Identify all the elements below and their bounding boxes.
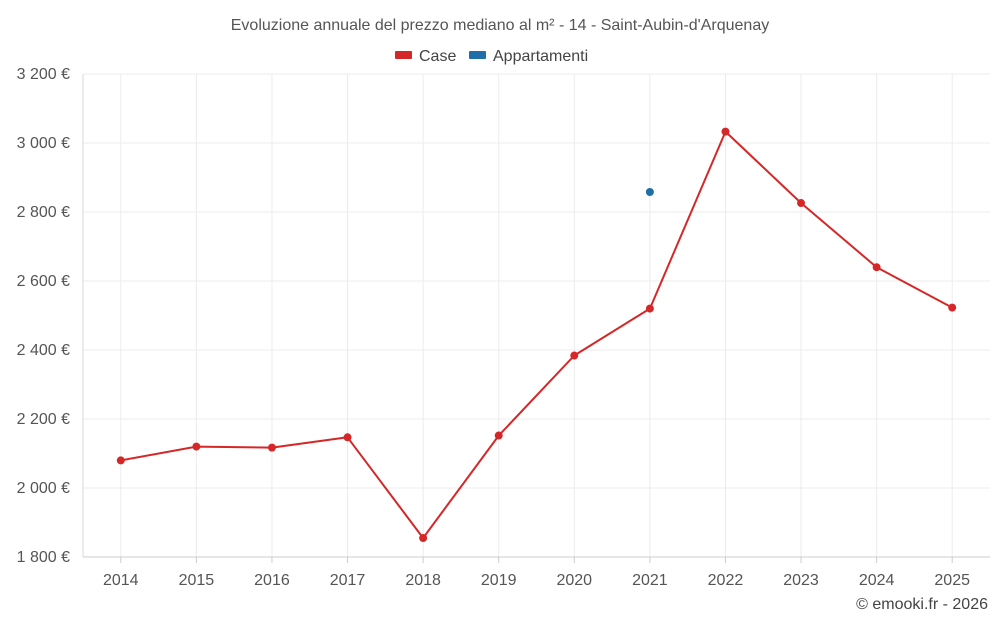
data-point-case[interactable] bbox=[116, 456, 125, 465]
y-tick-label: 1 800 € bbox=[17, 549, 70, 566]
x-tick-label: 2025 bbox=[934, 572, 970, 589]
y-tick-label: 2 800 € bbox=[17, 204, 70, 221]
x-tick-label: 2016 bbox=[254, 572, 290, 589]
data-point-case[interactable] bbox=[797, 199, 806, 208]
series bbox=[116, 127, 957, 543]
x-tick-label: 2017 bbox=[330, 572, 366, 589]
chart-title: Evoluzione annuale del prezzo mediano al… bbox=[231, 17, 769, 34]
x-tick-label: 2020 bbox=[556, 572, 592, 589]
x-tick-label: 2022 bbox=[708, 572, 744, 589]
axes: 1 800 € 2 000 € 2 200 € 2 400 € 2 600 € 2 800… bbox=[17, 66, 990, 589]
y-tick-label: 3 200 € bbox=[17, 66, 70, 83]
data-point-case[interactable] bbox=[494, 431, 503, 440]
data-point-case[interactable] bbox=[721, 127, 730, 136]
y-tick-label: 2 000 € bbox=[17, 480, 70, 497]
data-point-case[interactable] bbox=[948, 303, 957, 312]
data-point-case[interactable] bbox=[343, 433, 352, 442]
data-point-case[interactable] bbox=[192, 442, 201, 451]
y-tick-label: 3 000 € bbox=[17, 135, 70, 152]
x-tick-label: 2015 bbox=[179, 572, 215, 589]
legend: Case Appartamenti bbox=[395, 48, 588, 65]
y-tick-label: 2 200 € bbox=[17, 411, 70, 428]
x-tick-label: 2018 bbox=[405, 572, 441, 589]
y-tick-label: 2 400 € bbox=[17, 342, 70, 359]
legend-item-appartamenti[interactable]: Appartamenti bbox=[469, 48, 588, 65]
x-tick-label: 2024 bbox=[859, 572, 895, 589]
legend-item-case[interactable]: Case bbox=[395, 48, 456, 65]
x-tick-label: 2019 bbox=[481, 572, 517, 589]
legend-label-appartamenti: Appartamenti bbox=[493, 48, 588, 65]
y-tick-label: 2 600 € bbox=[17, 273, 70, 290]
x-tick-label: 2023 bbox=[783, 572, 819, 589]
data-point-appartamenti[interactable] bbox=[645, 187, 654, 196]
credit-text: © emooki.fr - 2026 bbox=[856, 596, 988, 613]
data-point-case[interactable] bbox=[419, 534, 428, 543]
grid bbox=[83, 73, 990, 558]
data-point-case[interactable] bbox=[267, 443, 276, 452]
data-point-case[interactable] bbox=[645, 304, 654, 313]
x-tick-label: 2021 bbox=[632, 572, 668, 589]
series-line-case bbox=[120, 130, 953, 539]
legend-label-case: Case bbox=[419, 48, 456, 65]
data-point-case[interactable] bbox=[872, 263, 881, 272]
legend-swatch-case bbox=[395, 51, 412, 59]
legend-swatch-appartamenti bbox=[469, 51, 486, 59]
x-tick-label: 2014 bbox=[103, 572, 139, 589]
data-point-case[interactable] bbox=[570, 351, 579, 360]
